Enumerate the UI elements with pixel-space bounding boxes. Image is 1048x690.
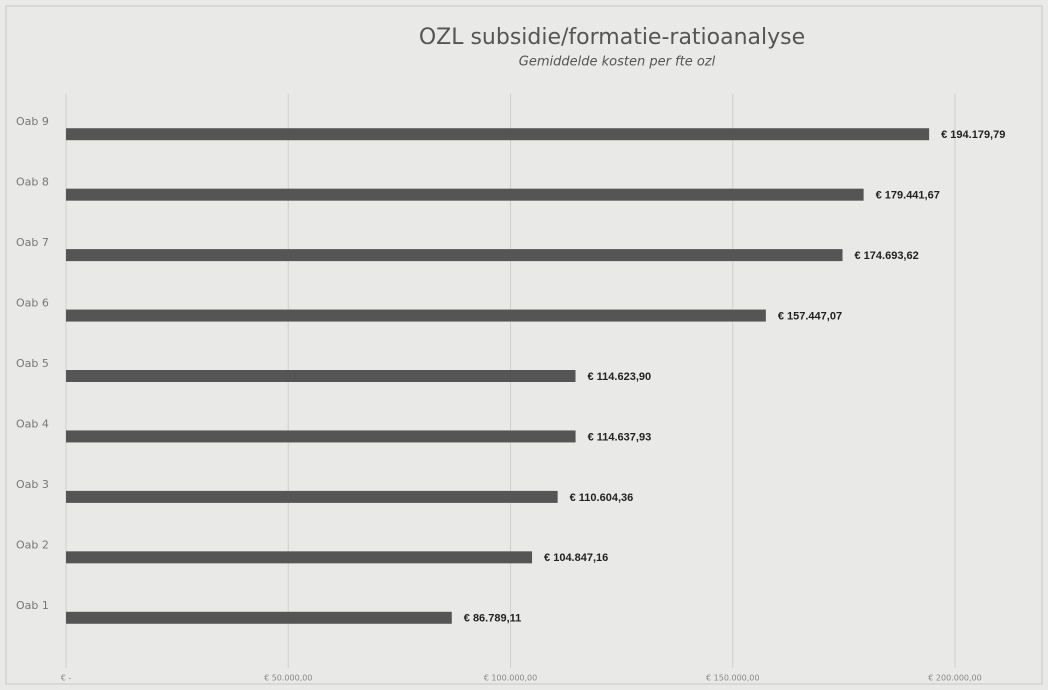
value-label: € 194.179,79	[941, 129, 1005, 141]
value-label: € 104.847,16	[544, 552, 608, 564]
value-label: € 179.441,67	[876, 190, 940, 202]
y-tick-label: Oab 9	[16, 115, 49, 128]
bar	[66, 430, 576, 443]
value-label: € 157.447,07	[778, 310, 842, 322]
value-label: € 174.693,62	[855, 250, 919, 262]
bar	[66, 309, 766, 322]
x-tick-label: € -	[61, 674, 72, 683]
value-label: € 86.789,11	[464, 613, 522, 625]
y-tick-label: Oab 3	[16, 478, 49, 491]
bar	[66, 490, 558, 503]
y-tick-label: Oab 7	[16, 236, 49, 249]
chart-subtitle: Gemiddelde kosten per fte ozl	[519, 55, 716, 70]
y-tick-label: Oab 6	[16, 297, 49, 310]
y-tick-label: Oab 8	[16, 176, 49, 189]
x-tick-label: € 150.000,00	[706, 674, 759, 683]
x-tick-label: € 100.000,00	[484, 674, 537, 683]
x-tick-label: € 200.000,00	[928, 674, 981, 683]
value-label: € 114.623,90	[588, 371, 652, 383]
bar	[66, 188, 864, 201]
y-tick-label: Oab 5	[16, 357, 49, 370]
y-tick-label: Oab 2	[16, 538, 49, 551]
x-tick-label: € 50.000,00	[264, 674, 312, 683]
bar	[66, 611, 452, 624]
bar	[66, 128, 930, 141]
bar	[66, 370, 576, 382]
value-label: € 110.604,36	[570, 492, 634, 504]
y-tick-label: Oab 1	[16, 599, 49, 612]
chart-border	[5, 5, 1043, 685]
value-label: € 114.637,93	[588, 431, 652, 443]
chart-title: OZL subsidie/formatie-ratioanalyse	[419, 25, 805, 50]
bar	[66, 551, 533, 564]
y-tick-label: Oab 4	[16, 417, 49, 430]
bar	[66, 249, 843, 262]
